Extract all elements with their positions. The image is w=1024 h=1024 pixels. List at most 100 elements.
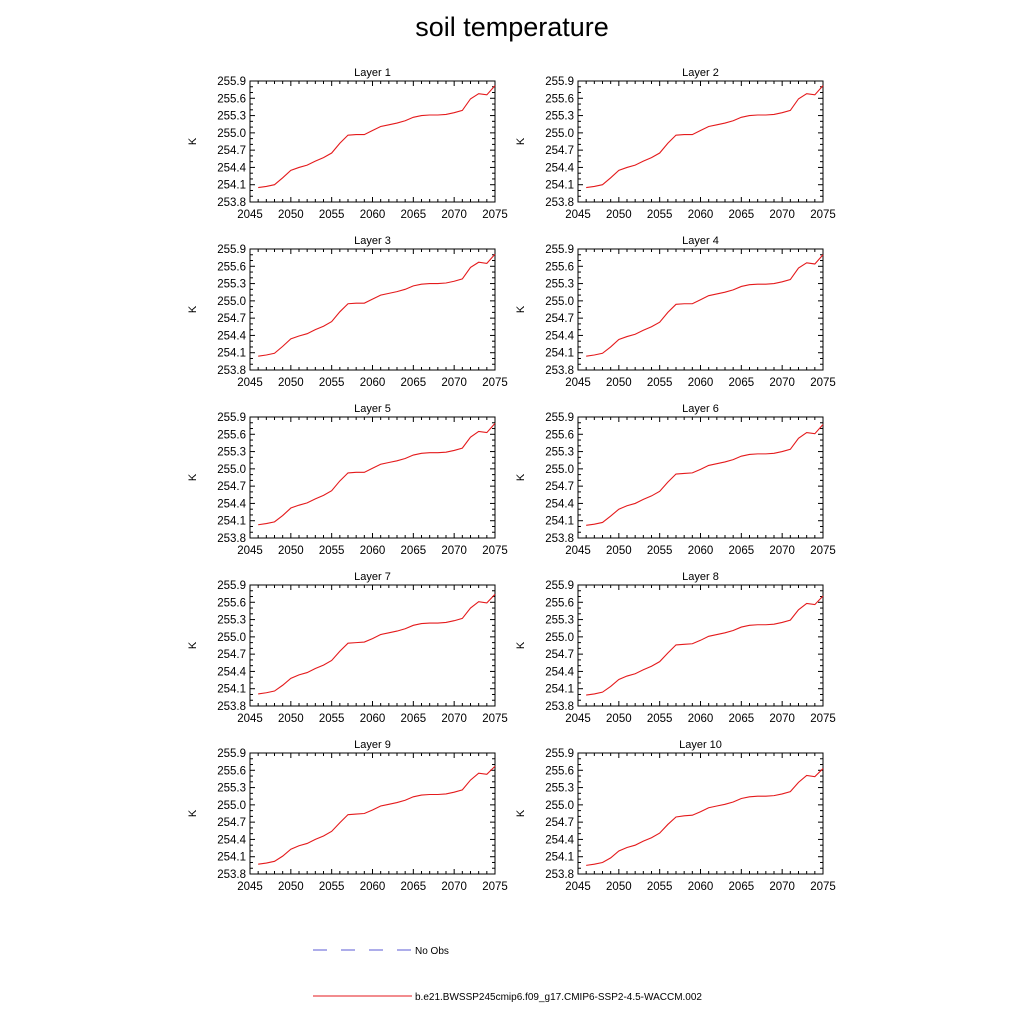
- panel-7: Layer 7 K 253.8 254.1 254.4 254.7 255.0 255.3 25…: [187, 571, 508, 725]
- x-tick-label: 2070: [769, 545, 795, 557]
- y-tick-label: 255.0: [217, 800, 246, 812]
- y-tick-label: 254.7: [217, 481, 246, 493]
- y-tick-label: 255.9: [545, 244, 574, 256]
- x-tick-label: 2055: [319, 377, 345, 389]
- x-tick-label: 2065: [401, 209, 427, 221]
- x-tick-label: 2065: [729, 545, 755, 557]
- y-tick-label: 253.8: [217, 701, 246, 713]
- y-tick-label: 254.4: [545, 666, 574, 678]
- y-tick-label: 255.0: [217, 128, 246, 140]
- x-tick-label: 2055: [319, 209, 345, 221]
- x-tick-label: 2050: [278, 545, 304, 557]
- y-tick-label: 255.3: [217, 783, 246, 795]
- y-tick-label: 254.1: [545, 180, 574, 192]
- x-tick-label: 2045: [565, 713, 591, 725]
- x-tick-label: 2050: [278, 209, 304, 221]
- y-tick-label: 254.4: [545, 834, 574, 846]
- y-tick-label: 255.0: [217, 464, 246, 476]
- x-tick-label: 2050: [278, 377, 304, 389]
- x-tick-label: 2065: [401, 377, 427, 389]
- series-line: [586, 254, 824, 357]
- x-tick-label: 2055: [647, 377, 673, 389]
- y-tick-label: 254.4: [217, 498, 246, 510]
- x-tick-label: 2070: [769, 377, 795, 389]
- x-tick-label: 2045: [237, 881, 263, 893]
- series-line: [258, 422, 496, 526]
- y-tick-label: 255.9: [545, 412, 574, 424]
- y-tick-label: 254.7: [217, 649, 246, 661]
- plot-frame: [577, 752, 824, 875]
- y-tick-label: 253.8: [545, 197, 574, 209]
- y-tick-label: 255.3: [217, 111, 246, 123]
- y-tick-label: 255.3: [217, 615, 246, 627]
- x-tick-label: 2055: [647, 881, 673, 893]
- panel-10: Layer 10 K 253.8 254.1 254.4 254.7 255.0 255.3 2…: [515, 739, 836, 893]
- y-tick-label: 255.9: [545, 580, 574, 592]
- panel-title: Layer 6: [682, 403, 719, 415]
- panel-title: Layer 10: [679, 739, 722, 751]
- y-tick-label: 253.8: [217, 365, 246, 377]
- x-tick-label: 2045: [237, 713, 263, 725]
- x-tick-label: 2075: [482, 209, 508, 221]
- x-tick-label: 2060: [360, 545, 386, 557]
- x-tick-label: 2075: [810, 545, 836, 557]
- y-tick-label: 255.6: [217, 429, 246, 441]
- y-tick-label: 255.3: [545, 783, 574, 795]
- y-tick-label: 254.4: [217, 330, 246, 342]
- y-tick-label: 255.6: [217, 765, 246, 777]
- plot-frame: [577, 80, 824, 203]
- chart-title: soil temperature: [415, 12, 609, 42]
- y-tick-label: 254.7: [217, 145, 246, 157]
- panel-6: Layer 6 K 253.8 254.1 254.4 254.7 255.0 255.3 25…: [515, 403, 836, 557]
- y-tick-label: 255.3: [545, 111, 574, 123]
- x-tick-label: 2050: [606, 545, 632, 557]
- series-line: [258, 765, 496, 865]
- y-tick-label: 254.4: [545, 162, 574, 174]
- x-tick-label: 2075: [482, 713, 508, 725]
- y-tick-label: 254.1: [217, 348, 246, 360]
- y-tick-label: 254.4: [217, 162, 246, 174]
- y-tick-label: 254.4: [217, 834, 246, 846]
- y-axis-label: K: [187, 641, 199, 649]
- x-tick-label: 2065: [401, 545, 427, 557]
- y-tick-label: 254.7: [545, 817, 574, 829]
- y-tick-label: 255.6: [545, 429, 574, 441]
- y-tick-label: 255.9: [545, 748, 574, 760]
- x-tick-label: 2060: [688, 713, 714, 725]
- series-line: [258, 85, 496, 189]
- y-tick-label: 254.1: [545, 516, 574, 528]
- panel-4: Layer 4 K 253.8 254.1 254.4 254.7 255.0 255.3 25…: [515, 235, 836, 389]
- x-tick-label: 2050: [606, 713, 632, 725]
- x-tick-label: 2050: [606, 881, 632, 893]
- x-tick-label: 2045: [237, 377, 263, 389]
- y-tick-label: 254.7: [545, 649, 574, 661]
- x-tick-label: 2055: [319, 881, 345, 893]
- x-tick-label: 2060: [360, 713, 386, 725]
- y-tick-label: 254.7: [545, 313, 574, 325]
- legend-model-label: b.e21.BWSSP245cmip6.f09_g17.CMIP6-SSP2-4…: [415, 992, 702, 1003]
- y-tick-label: 255.6: [217, 93, 246, 105]
- x-tick-label: 2065: [729, 713, 755, 725]
- y-tick-label: 254.7: [545, 481, 574, 493]
- y-tick-label: 254.1: [217, 684, 246, 696]
- x-tick-label: 2060: [360, 209, 386, 221]
- x-tick-label: 2075: [810, 209, 836, 221]
- x-tick-label: 2075: [810, 881, 836, 893]
- x-tick-label: 2065: [729, 881, 755, 893]
- series-line: [586, 768, 824, 866]
- y-axis-label: K: [515, 809, 527, 817]
- y-tick-label: 254.7: [545, 145, 574, 157]
- y-tick-label: 253.8: [545, 869, 574, 881]
- series-line: [258, 253, 496, 357]
- y-tick-label: 255.3: [545, 279, 574, 291]
- y-tick-label: 255.6: [217, 597, 246, 609]
- x-tick-label: 2075: [482, 545, 508, 557]
- panel-1: Layer 1 K 253.8 254.1 254.4 254.7 255.0 255.3 25…: [187, 67, 508, 221]
- plot-frame: [249, 80, 496, 203]
- y-tick-label: 254.4: [545, 498, 574, 510]
- x-tick-label: 2070: [441, 377, 467, 389]
- y-tick-label: 255.3: [545, 447, 574, 459]
- y-tick-label: 254.1: [545, 684, 574, 696]
- x-tick-label: 2045: [565, 209, 591, 221]
- x-tick-label: 2060: [688, 209, 714, 221]
